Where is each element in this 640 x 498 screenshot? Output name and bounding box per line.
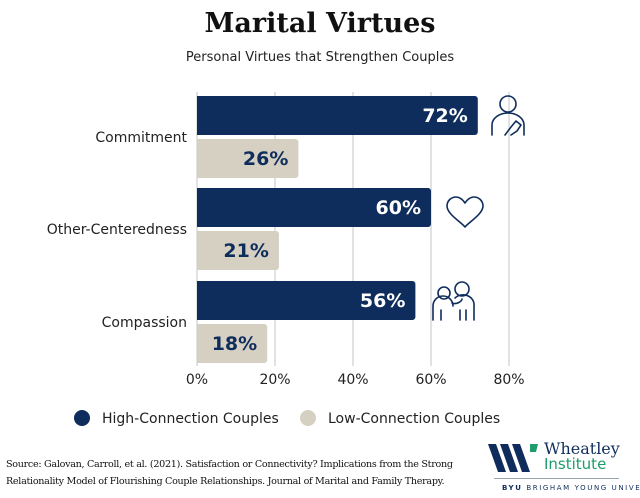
x-tick-label: 20% [259, 372, 290, 388]
source-citation: Source: Galovan, Carroll, et al. (2021).… [6, 456, 453, 490]
byu-abbr: BYU [502, 484, 523, 492]
x-tick-label: 80% [493, 372, 524, 388]
bar-value-label: 56% [360, 290, 405, 312]
bar-value-label: 21% [223, 240, 268, 262]
legend-label: High-Connection Couples [102, 411, 279, 427]
bar-value-label: 26% [243, 148, 288, 170]
wheatley-w-icon [488, 444, 538, 472]
x-tick-label: 0% [186, 372, 208, 388]
hugging-people-icon [432, 281, 475, 321]
legend-swatch [300, 410, 316, 426]
bar-value-label: 60% [376, 197, 421, 219]
legend-label: Low-Connection Couples [328, 411, 500, 427]
source-line-2: Relationality Model of Flourishing Coupl… [6, 476, 445, 487]
logo-divider [494, 478, 619, 479]
bar [197, 281, 416, 320]
chart-subtitle: Personal Virtues that Strengthen Couples [185, 50, 455, 65]
bar-value-label: 72% [422, 105, 467, 127]
bar [197, 231, 279, 270]
wheatley-logo: Wheatley Institute BYU BRIGHAM YOUNG UNI… [486, 439, 640, 496]
category-label: Other-Centeredness [47, 222, 187, 238]
person-hand-on-heart-icon [491, 95, 525, 136]
logo-byu: BYU BRIGHAM YOUNG UNIVERSITY [502, 484, 640, 492]
bar [197, 96, 478, 135]
heart-icon [446, 196, 484, 228]
logo-name-1: Wheatley [544, 439, 620, 458]
x-tick-label: 60% [415, 372, 446, 388]
bar [197, 188, 431, 227]
bar-chart: 0% 20% 40% 60% 80% Commitment 72% 26% Other-Cent… [47, 92, 525, 427]
bar [197, 324, 268, 363]
x-tick-label: 40% [337, 372, 368, 388]
legend-swatch [74, 410, 90, 426]
byu-full: BRIGHAM YOUNG UNIVERSITY [526, 484, 640, 492]
category-label: Commitment [95, 130, 187, 146]
bar [197, 139, 299, 178]
logo-name-2: Institute [544, 455, 607, 473]
chart-title: Marital Virtues [204, 8, 436, 39]
source-line-1: Source: Galovan, Carroll, et al. (2021).… [6, 459, 453, 470]
category-label: Compassion [102, 315, 187, 331]
bar-value-label: 18% [212, 333, 257, 355]
